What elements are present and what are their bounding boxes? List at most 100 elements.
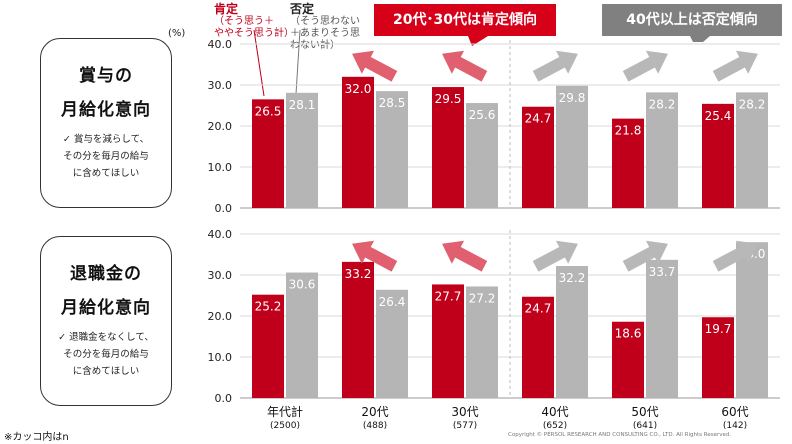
topic-desc-line3: に含めてほしい (72, 366, 140, 377)
topic-desc-line3: に含めてほしい (72, 168, 140, 179)
bar-positive (432, 87, 464, 208)
topic-desc-line2: その分を毎月の給与 (63, 151, 149, 162)
trend-arrow-shape (712, 240, 758, 272)
bar-positive (342, 76, 374, 208)
data-label-negative: 28.2 (649, 97, 676, 111)
trend-arrow-shape (622, 240, 668, 272)
data-label-negative: 33.7 (649, 265, 676, 279)
y-tick-label: 30.0 (208, 269, 233, 282)
data-label-negative: 32.2 (559, 271, 586, 285)
chart-layer: (%) 0.0 10.0 20.0 30.0 40.0 26.5 28.1 32.0 28.5 29… (168, 28, 780, 431)
data-label-positive: 18.6 (615, 327, 642, 341)
y-tick-label: 20.0 (208, 120, 233, 133)
bar-negative (736, 242, 768, 398)
bar-positive (702, 317, 734, 398)
x-category-n: (641) (633, 421, 657, 431)
bar-negative (646, 259, 678, 398)
data-label-negative: 25.6 (469, 108, 496, 122)
bar-positive (702, 103, 734, 208)
x-category-label: 年代計 (267, 404, 303, 419)
y-tick-label: 10.0 (208, 351, 233, 364)
bar-negative (286, 92, 318, 208)
x-category-n: (652) (543, 421, 567, 431)
trend-arrow-right (712, 240, 758, 272)
y-tick-label: 40.0 (208, 38, 233, 51)
x-category-n: (488) (363, 421, 387, 431)
data-label-positive: 19.7 (705, 322, 732, 336)
trend-arrow-right (622, 240, 668, 272)
y-tick-label: 0.0 (215, 202, 233, 215)
callout-young-positive: 20代･30代は肯定傾向 (374, 4, 556, 36)
x-category-label: 50代 (631, 405, 658, 419)
trend-arrow-shape (532, 240, 578, 272)
legend-negative: 否定 （そう思わない ＋あまりそう思 わない計） (290, 2, 360, 52)
data-label-positive: 25.4 (705, 109, 732, 123)
trend-arrow-shape (532, 50, 578, 82)
y-tick-label: 0.0 (215, 392, 233, 405)
trend-arrow-left (442, 50, 488, 82)
data-label-positive: 32.0 (345, 82, 372, 96)
legend-positive-leader (253, 29, 265, 97)
data-label-negative: 28.2 (739, 97, 766, 111)
legend-negative-desc1: （そう思わない (290, 16, 360, 27)
trend-arrow-right (622, 50, 668, 82)
trend-arrow-left (352, 240, 398, 272)
bar-negative (466, 103, 498, 208)
data-label-negative: 27.2 (469, 291, 496, 305)
bar-positive (612, 118, 644, 208)
bar-negative (466, 286, 498, 398)
x-category-n: (2500) (270, 421, 300, 431)
trend-arrow-right (532, 240, 578, 272)
bar-positive (432, 284, 464, 398)
trend-arrow-right (712, 50, 758, 82)
trend-arrow-left (442, 240, 488, 272)
legend-positive-desc1: （そう思う＋ (214, 16, 274, 27)
trend-arrow-shape (622, 50, 668, 82)
bar-negative (376, 289, 408, 398)
bar-positive (252, 99, 284, 208)
topic-desc-line1: ✓ 賞与を減らして、 (62, 134, 150, 145)
trend-arrow-shape (442, 240, 488, 272)
trend-arrow-shape (712, 50, 758, 82)
data-label-negative: 29.8 (559, 91, 586, 105)
data-label-positive: 29.5 (435, 92, 462, 106)
bar-negative (556, 85, 588, 208)
legend-positive: 肯定 （そう思う＋ ややそう思う計） (214, 2, 294, 40)
topic-box-bonus: 賞与の 月給化意向 ✓ 賞与を減らして、 その分を毎月の給与 に含めてほしい (40, 38, 172, 208)
legend-positive-name: 肯定 (214, 2, 239, 16)
x-category-n: (577) (453, 421, 477, 431)
data-label-negative: 28.5 (379, 96, 406, 110)
topic-title-line1: 退職金の (70, 264, 142, 284)
bar-positive (522, 296, 554, 398)
topic-description: ✓ 退職金をなくして、 その分を毎月の給与 に含めてほしい (41, 329, 171, 380)
data-label-positive: 26.5 (255, 104, 282, 118)
topic-box-retirement: 退職金の 月給化意向 ✓ 退職金をなくして、 その分を毎月の給与 に含めてほしい (40, 236, 172, 406)
topic-title-line1: 賞与の (79, 66, 133, 86)
footnote: ※カッコ内はn (4, 432, 69, 443)
data-label-negative: 30.6 (289, 278, 316, 292)
x-category-label: 30代 (451, 405, 478, 419)
data-label-positive: 21.8 (615, 124, 642, 138)
trend-arrow-shape (442, 50, 488, 82)
topic-title-line2: 月給化意向 (61, 100, 151, 120)
topic-desc-line1: ✓ 退職金をなくして、 (58, 332, 154, 343)
legend-negative-desc2: ＋あまりそう思 (290, 28, 360, 39)
legend-negative-leader (295, 29, 301, 95)
y-tick-label: 30.0 (208, 79, 233, 92)
x-category-label: 20代 (361, 405, 388, 419)
callout-old-negative: 40代以上は否定傾向 (602, 4, 782, 36)
topic-title-line2: 月給化意向 (61, 298, 151, 318)
x-category-label: 40代 (541, 405, 568, 419)
y-unit-label: (%) (168, 28, 185, 39)
y-tick-label: 40.0 (208, 228, 233, 241)
copyright: Copyright © PERSOL RESEARCH AND CONSULTI… (508, 432, 732, 438)
bar-positive (522, 106, 554, 208)
data-label-positive: 33.2 (345, 267, 372, 281)
bar-negative (736, 92, 768, 208)
bar-negative (646, 92, 678, 208)
topic-description: ✓ 賞与を減らして、 その分を毎月の給与 に含めてほしい (41, 131, 171, 182)
topic-desc-line2: その分を毎月の給与 (63, 349, 149, 360)
data-label-negative: 26.4 (379, 295, 406, 309)
data-label-positive: 25.2 (255, 300, 282, 314)
